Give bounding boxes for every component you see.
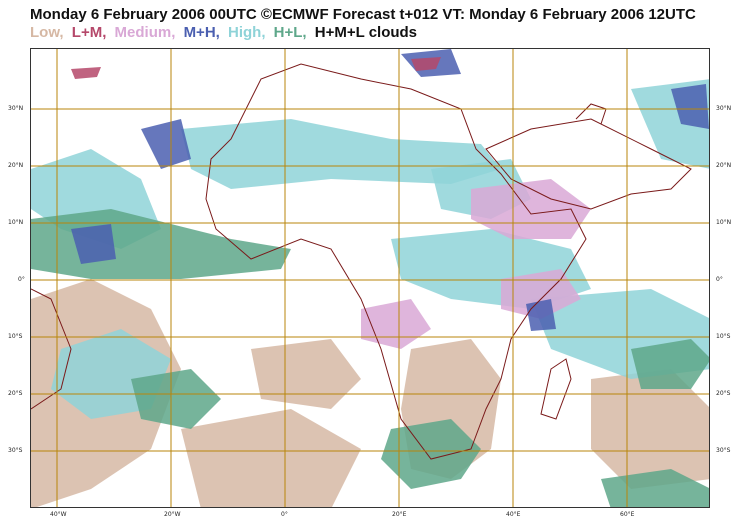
cloud-legend: Low, L+M, Medium, M+H, High, H+L, H+M+L … <box>30 24 421 41</box>
lon-label-20w: 20°W <box>164 511 181 518</box>
lon-label-0: 0° <box>281 511 288 518</box>
legend-low: Low, <box>30 24 64 41</box>
lon-label-20e: 20°E <box>392 511 407 518</box>
lat-label-right-30n: 30°N <box>716 105 732 112</box>
lat-label-left-0: 0° <box>18 276 25 283</box>
lat-label-left-20n: 20°N <box>8 162 24 169</box>
lon-label-60e: 60°E <box>620 511 635 518</box>
legend-low-medium: L+M, <box>71 24 107 41</box>
lon-label-40w: 40°W <box>50 511 67 518</box>
map-canvas <box>31 49 709 507</box>
cloud-cover-map <box>30 48 710 508</box>
lat-label-left-10s: 10°S <box>8 333 23 340</box>
legend-all-clouds: H+M+L clouds <box>314 24 418 41</box>
legend-medium-high: M+H, <box>183 24 220 41</box>
lat-label-right-10n: 10°N <box>716 219 732 226</box>
legend-high-low: H+L, <box>273 24 307 41</box>
lat-label-right-10s: 10°S <box>716 333 731 340</box>
legend-high: High, <box>228 24 266 41</box>
lat-label-left-30n: 30°N <box>8 105 24 112</box>
cloud-layer <box>31 49 709 507</box>
map-title: Monday 6 February 2006 00UTC ©ECMWF Fore… <box>30 6 696 23</box>
lat-label-right-30s: 30°S <box>716 447 731 454</box>
lat-label-right-20s: 20°S <box>716 390 731 397</box>
lat-label-right-20n: 20°N <box>716 162 732 169</box>
coastlines <box>31 63 692 460</box>
lat-label-left-20s: 20°S <box>8 390 23 397</box>
graticule <box>31 49 709 507</box>
lon-label-40e: 40°E <box>506 511 521 518</box>
legend-medium: Medium, <box>114 24 176 41</box>
lat-label-left-10n: 10°N <box>8 219 24 226</box>
lat-label-right-0: 0° <box>716 276 723 283</box>
lat-label-left-30s: 30°S <box>8 447 23 454</box>
